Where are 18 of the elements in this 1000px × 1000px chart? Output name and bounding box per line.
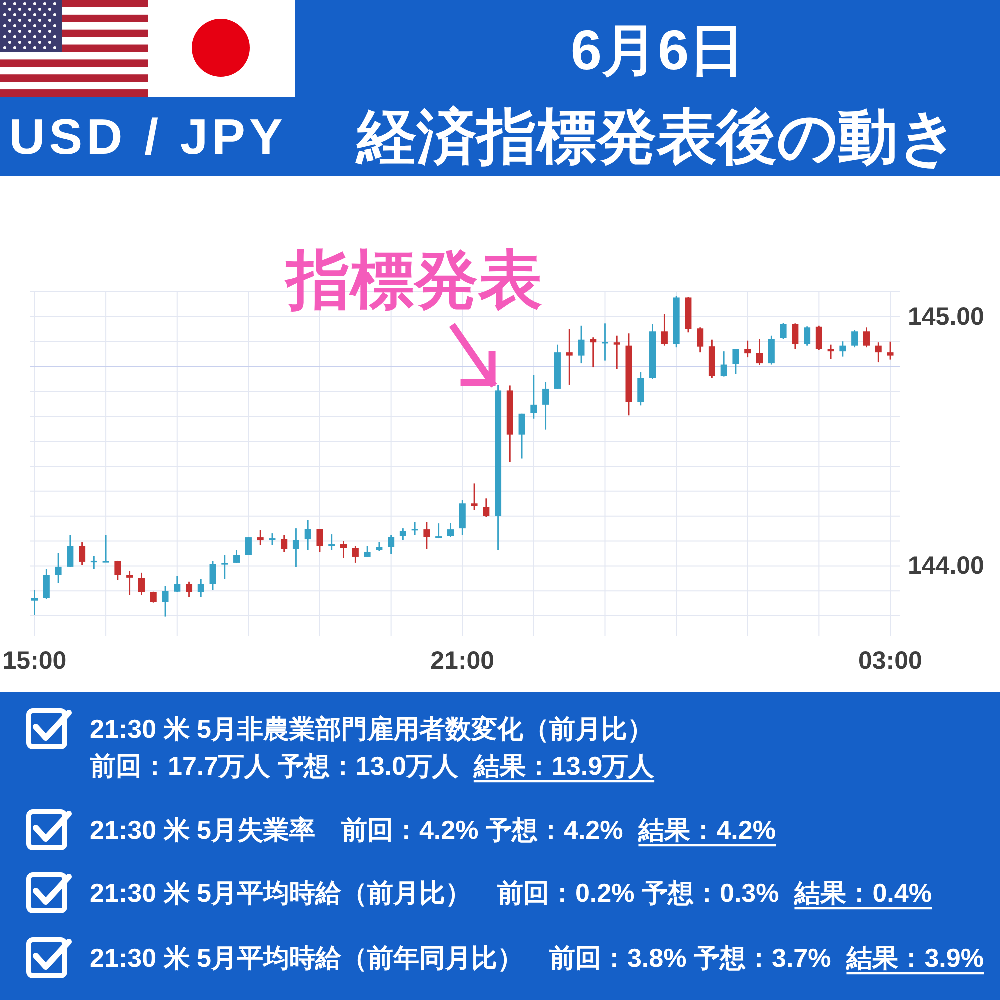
x-tick-label: 15:00: [2, 647, 67, 675]
text: 結果：4.2%: [638, 815, 776, 845]
text: 21:30 米 5月非農業部門雇用者数変化（前月比）: [90, 714, 654, 744]
chart-title: 6月6日: [570, 18, 746, 82]
y-tick-label: 144.00: [908, 552, 984, 580]
text: USD / JPY: [9, 109, 287, 165]
text: 21:30 米 5月平均時給（前月比） 前回：0.2% 予想：0.3%: [90, 878, 780, 908]
text: 結果：13.9万人: [472, 751, 656, 781]
text: 前回：17.7万人 予想：13.0万人: [89, 751, 460, 781]
text: 21:30 米 5月平均時給（前年同月比） 前回：3.8% 予想：3.7%: [90, 943, 832, 973]
text: 21:30 米 5月失業率 前回：4.2% 予想：4.2%: [90, 815, 624, 845]
x-tick-label: 03:00: [858, 647, 922, 675]
text: 結果：3.9%: [846, 943, 984, 973]
x-tick-label: 21:00: [430, 647, 495, 675]
chart-subtitle: 経済指標発表後の動き: [355, 104, 959, 170]
text: 結果：0.4%: [794, 878, 932, 908]
y-tick-label: 145.00: [908, 302, 984, 331]
annotation: 指標発表: [284, 244, 542, 316]
